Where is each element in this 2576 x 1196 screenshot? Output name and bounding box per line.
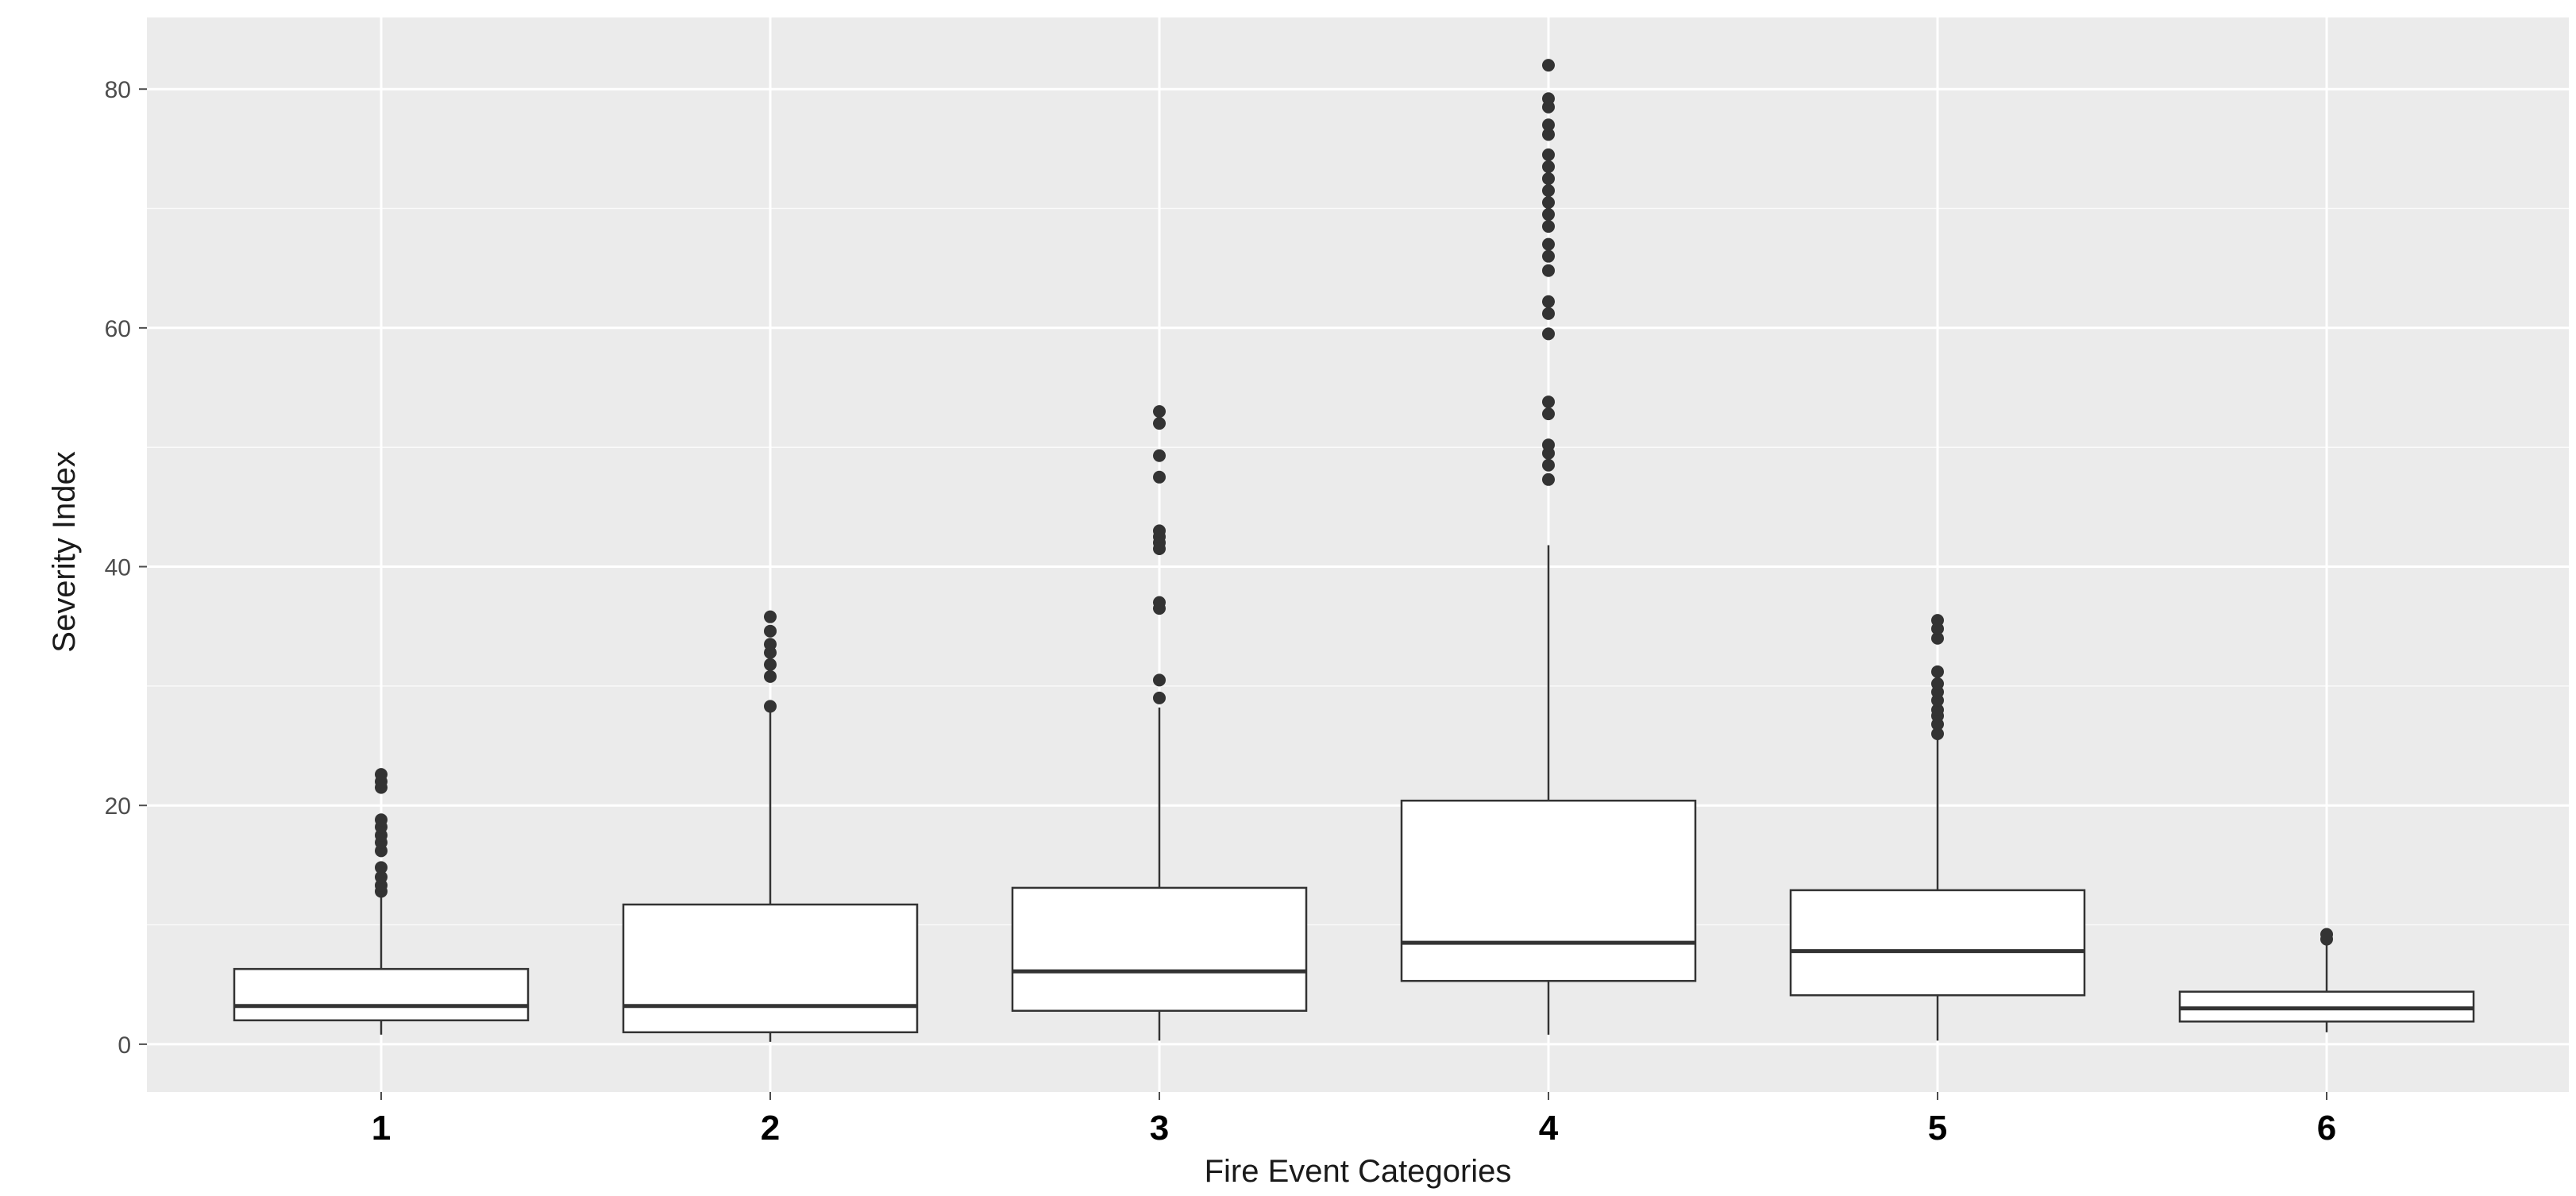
box-category-5 [1789, 614, 2086, 1041]
outlier-point [1931, 727, 1944, 740]
outlier-point [1931, 677, 1944, 690]
outlier-point [764, 700, 777, 713]
outlier-point [1153, 691, 1166, 704]
outlier-point [1542, 118, 1555, 132]
box-category-3 [1011, 405, 1308, 1041]
outlier-point [375, 813, 388, 827]
outlier-point [764, 669, 777, 683]
panel-background [147, 17, 2569, 1092]
outlier-point [1542, 128, 1555, 141]
box-category-4 [1400, 59, 1697, 1035]
outlier-point [1542, 92, 1555, 106]
outlier-point [1542, 407, 1555, 421]
y-tick-label: 20 [105, 793, 131, 820]
box-category-6 [2178, 928, 2475, 1032]
iqr-box [1789, 889, 2086, 997]
outlier-point [1153, 470, 1166, 484]
x-tick-label: 2 [761, 1109, 780, 1148]
iqr-box [233, 967, 530, 1022]
outlier-point [1542, 183, 1555, 197]
y-tick-label: 80 [105, 77, 131, 103]
outlier-point [1931, 631, 1944, 645]
x-tick-label: 6 [2317, 1109, 2336, 1148]
axis-ticks: 0 20 40 60 80 1 2 3 4 5 6 [105, 77, 2337, 1148]
outlier-point [1542, 172, 1555, 185]
outlier-point [1542, 395, 1555, 409]
outlier-point [1542, 160, 1555, 173]
x-axis-title: Fire Event Categories [1205, 1154, 1512, 1189]
outlier-point [375, 870, 388, 884]
outlier-point [1931, 665, 1944, 678]
outlier-point [1542, 208, 1555, 222]
x-tick-label: 3 [1150, 1109, 1169, 1148]
outlier-point [764, 610, 777, 623]
outlier-point [1542, 220, 1555, 233]
x-tick-label: 5 [1928, 1109, 1947, 1148]
y-tick-label: 60 [105, 316, 131, 342]
outlier-point [1931, 614, 1944, 627]
outlier-point [1542, 458, 1555, 472]
y-axis-title: Severity Index [47, 451, 82, 652]
y-tick-label: 0 [118, 1032, 131, 1059]
outlier-point [1153, 449, 1166, 462]
outlier-point [1153, 596, 1166, 609]
iqr-box [1400, 799, 1697, 982]
outlier-point [1931, 703, 1944, 716]
iqr-box [1011, 886, 1308, 1013]
outlier-point [1153, 673, 1166, 687]
iqr-box [622, 903, 919, 1034]
outlier-point [1542, 473, 1555, 486]
outlier-point [764, 638, 777, 651]
outlier-point [1542, 327, 1555, 341]
boxes-layer [233, 59, 2475, 1042]
y-tick-label: 40 [105, 555, 131, 581]
x-tick-label: 1 [372, 1109, 391, 1148]
outlier-point [2320, 928, 2333, 941]
outlier-point [1542, 237, 1555, 251]
box-category-2 [622, 610, 919, 1042]
box-category-1 [233, 768, 530, 1035]
x-tick-label: 4 [1539, 1109, 1559, 1148]
outlier-point [375, 768, 388, 781]
outlier-point [1542, 307, 1555, 320]
outlier-point [1542, 438, 1555, 452]
outlier-point [1542, 148, 1555, 161]
outlier-point [375, 861, 388, 874]
outlier-point [1153, 524, 1166, 538]
outlier-point [1542, 196, 1555, 210]
outlier-point [1542, 295, 1555, 308]
outlier-point [1542, 59, 1555, 72]
outlier-point [1542, 249, 1555, 263]
outlier-point [1153, 405, 1166, 419]
outlier-point [1542, 264, 1555, 277]
outlier-point [764, 658, 777, 671]
outlier-point [764, 624, 777, 638]
outlier-point [1153, 417, 1166, 430]
